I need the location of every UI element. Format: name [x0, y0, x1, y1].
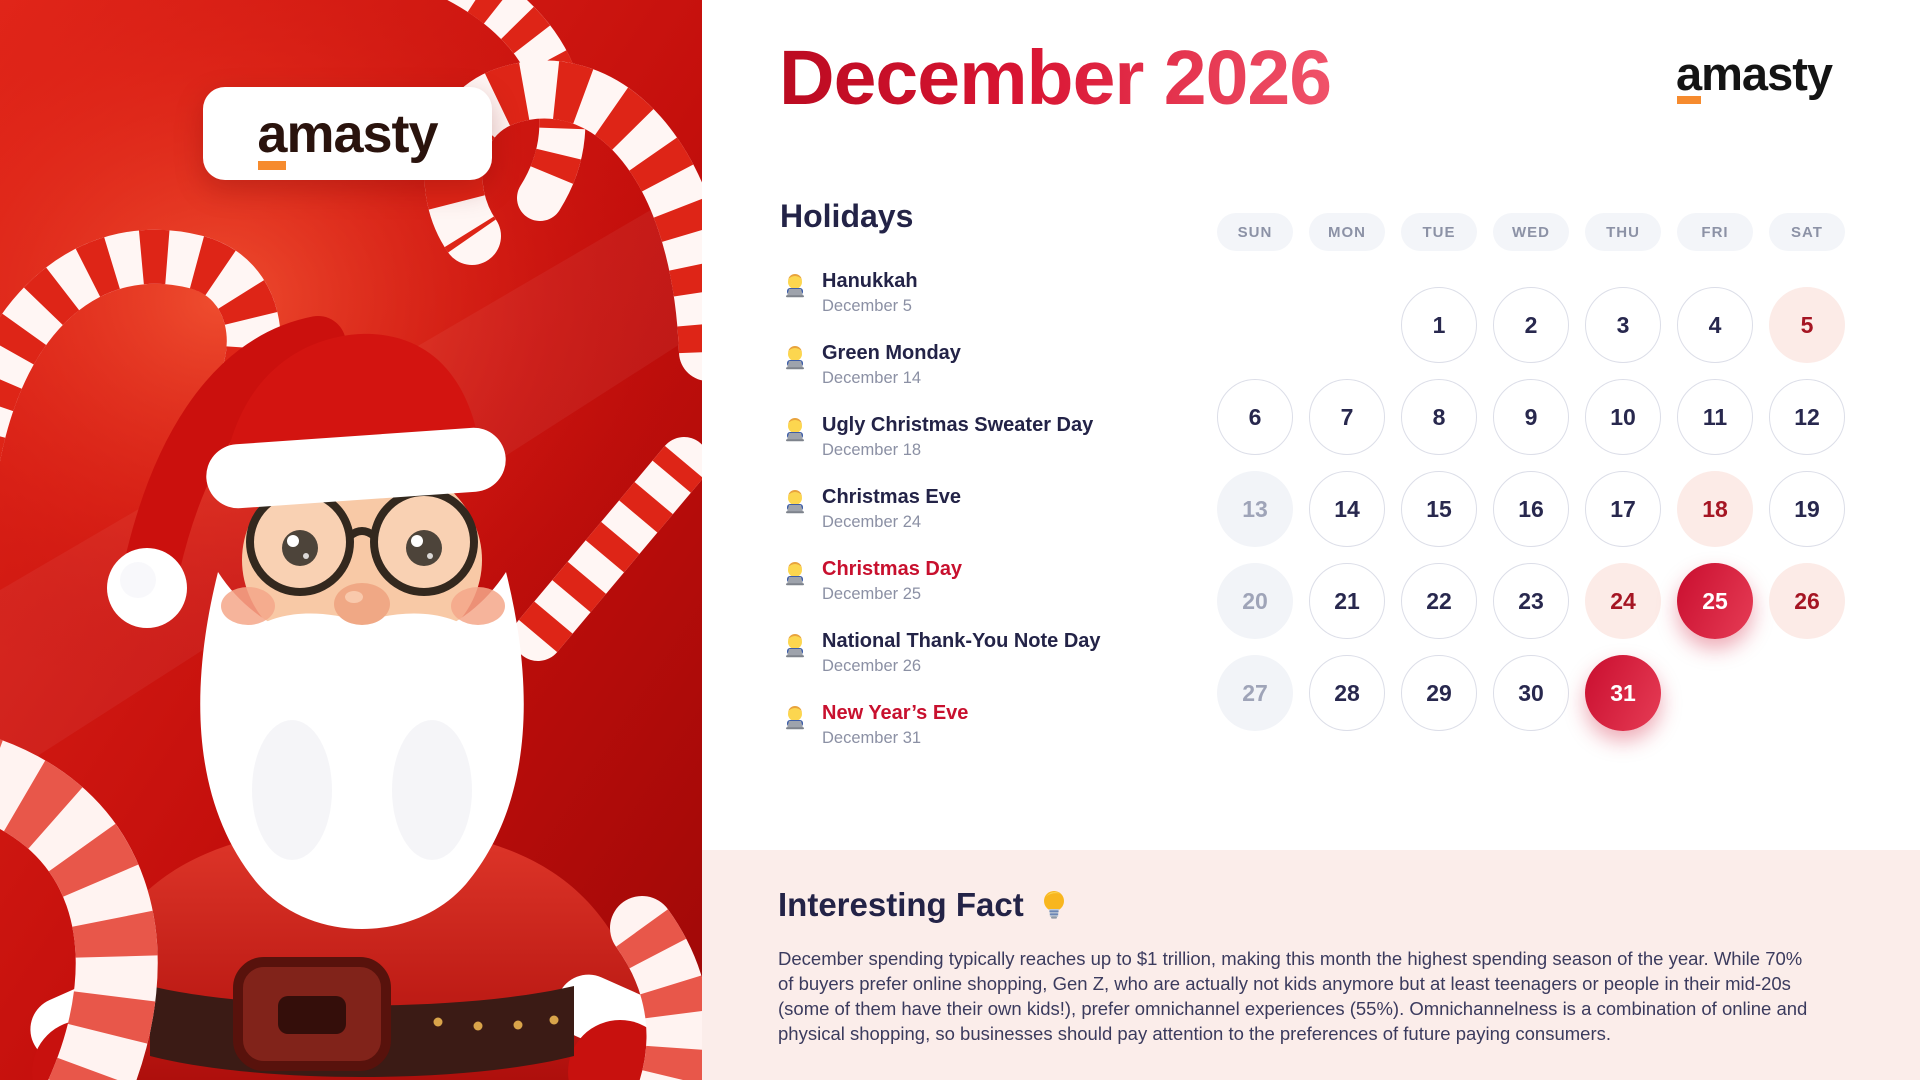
- holiday-list-item: Christmas Day December 25: [781, 558, 1201, 630]
- calendar-day-15: 15: [1401, 471, 1477, 547]
- holiday-list-item: Ugly Christmas Sweater Day December 18: [781, 414, 1201, 486]
- calendar-day-18: 18: [1677, 471, 1753, 547]
- calendar-day-2: 2: [1493, 287, 1569, 363]
- technologist-emoji-icon: [786, 418, 804, 442]
- holiday-date: December 14: [822, 369, 922, 387]
- holiday-date: December 26: [822, 657, 922, 675]
- technologist-emoji-icon: [786, 490, 804, 514]
- day-header-tue: TUE: [1401, 213, 1477, 251]
- calendar-day-6: 6: [1217, 379, 1293, 455]
- calendar-day-headers: SUN MON TUE WED THU FRI SAT: [1217, 213, 1845, 251]
- calendar-day-21: 21: [1309, 563, 1385, 639]
- amasty-logo-card: amasty: [203, 87, 492, 180]
- calendar-day-25: 25: [1677, 563, 1753, 639]
- calendar-day-23: 23: [1493, 563, 1569, 639]
- amasty-logo: amasty: [257, 103, 439, 170]
- technologist-emoji-icon: [786, 562, 804, 586]
- holiday-text: National Thank-You Note Day December 26: [822, 630, 1101, 676]
- day-header-fri: FRI: [1677, 213, 1753, 251]
- amasty-logo-top-right: amasty: [1676, 47, 1833, 104]
- candy-cane-icon: [0, 739, 702, 1080]
- calendar-day-12: 12: [1769, 379, 1845, 455]
- calendar-day-19: 19: [1769, 471, 1845, 547]
- calendar-day-30: 30: [1493, 655, 1569, 731]
- calendar-day-10: 10: [1585, 379, 1661, 455]
- holiday-date: December 25: [822, 585, 922, 603]
- holiday-text: Christmas Eve December 24: [822, 486, 961, 532]
- holiday-name: Christmas Eve: [822, 486, 961, 508]
- calendar-day-3: 3: [1585, 287, 1661, 363]
- holiday-list-item: New Year’s Eve December 31: [781, 702, 1201, 774]
- calendar-day-1: 1: [1401, 287, 1477, 363]
- logo-rest: masty: [1701, 47, 1833, 100]
- calendar-day-28: 28: [1309, 655, 1385, 731]
- calendar-day-29: 29: [1401, 655, 1477, 731]
- calendar-grid: 1 2 3 4 5 6 7 8 9 10 11 12 13 14 15 16 17 18 19 20 21 22 23 24 2…: [1217, 287, 1845, 731]
- holiday-name: New Year’s Eve: [822, 702, 969, 724]
- holiday-text: Ugly Christmas Sweater Day December 18: [822, 414, 1093, 460]
- month-title: December 2026: [779, 35, 1332, 121]
- holiday-date: December 31: [822, 729, 922, 747]
- holiday-name: Hanukkah: [822, 270, 918, 292]
- calendar-day-24: 24: [1585, 563, 1661, 639]
- holiday-date: December 5: [822, 297, 912, 315]
- holiday-name: Ugly Christmas Sweater Day: [822, 414, 1094, 436]
- logo-letter-a: a: [1676, 47, 1702, 104]
- day-header-mon: MON: [1309, 213, 1385, 251]
- technologist-emoji-icon: [786, 706, 804, 730]
- interesting-fact-section: Interesting Fact December spending typic…: [702, 850, 1920, 1080]
- holiday-date: December 24: [822, 513, 922, 531]
- day-header-thu: THU: [1585, 213, 1661, 251]
- fact-heading: Interesting Fact: [778, 886, 1070, 924]
- calendar-day-26: 26: [1769, 563, 1845, 639]
- lightbulb-emoji-icon: [1043, 891, 1064, 919]
- holiday-text: Green Monday December 14: [822, 342, 961, 388]
- day-header-sat: SAT: [1769, 213, 1845, 251]
- calendar-day-11: 11: [1677, 379, 1753, 455]
- calendar-day-7: 7: [1309, 379, 1385, 455]
- holiday-name: Green Monday: [822, 342, 961, 364]
- holiday-name: National Thank-You Note Day: [822, 630, 1101, 652]
- logo-rest: masty: [286, 103, 438, 164]
- calendar-day-22: 22: [1401, 563, 1477, 639]
- fact-heading-text: Interesting Fact: [778, 886, 1024, 923]
- calendar-day-5: 5: [1769, 287, 1845, 363]
- holiday-text: New Year’s Eve December 31: [822, 702, 968, 748]
- fact-body: December spending typically reaches up t…: [778, 948, 1808, 1044]
- holiday-list-item: Hanukkah December 5: [781, 270, 1201, 342]
- calendar-day-20: 20: [1217, 563, 1293, 639]
- calendar-day-16: 16: [1493, 471, 1569, 547]
- technologist-emoji-icon: [786, 346, 804, 370]
- holiday-list-item: Christmas Eve December 24: [781, 486, 1201, 558]
- holiday-text: Christmas Day December 25: [822, 558, 962, 604]
- calendar-day-17: 17: [1585, 471, 1661, 547]
- calendar-day-4: 4: [1677, 287, 1753, 363]
- holiday-name: Christmas Day: [822, 558, 963, 580]
- day-header-wed: WED: [1493, 213, 1569, 251]
- holiday-list-item: National Thank-You Note Day December 26: [781, 630, 1201, 702]
- holiday-list-item: Green Monday December 14: [781, 342, 1201, 414]
- technologist-emoji-icon: [786, 274, 804, 298]
- calendar-day-9: 9: [1493, 379, 1569, 455]
- left-illustration-panel: amasty: [0, 0, 702, 1080]
- holidays-heading: Holidays: [780, 198, 914, 234]
- logo-letter-a: a: [257, 103, 287, 170]
- holiday-list: Hanukkah December 5 Green Monday Decembe…: [781, 270, 1201, 774]
- holiday-date: December 18: [822, 441, 922, 459]
- calendar-day-8: 8: [1401, 379, 1477, 455]
- day-header-sun: SUN: [1217, 213, 1293, 251]
- calendar-day-31: 31: [1585, 655, 1661, 731]
- holiday-text: Hanukkah December 5: [822, 270, 918, 316]
- calendar-day-27: 27: [1217, 655, 1293, 731]
- technologist-emoji-icon: [786, 634, 804, 658]
- santa-illustration: [0, 0, 702, 1080]
- calendar-day-14: 14: [1309, 471, 1385, 547]
- calendar-day-13: 13: [1217, 471, 1293, 547]
